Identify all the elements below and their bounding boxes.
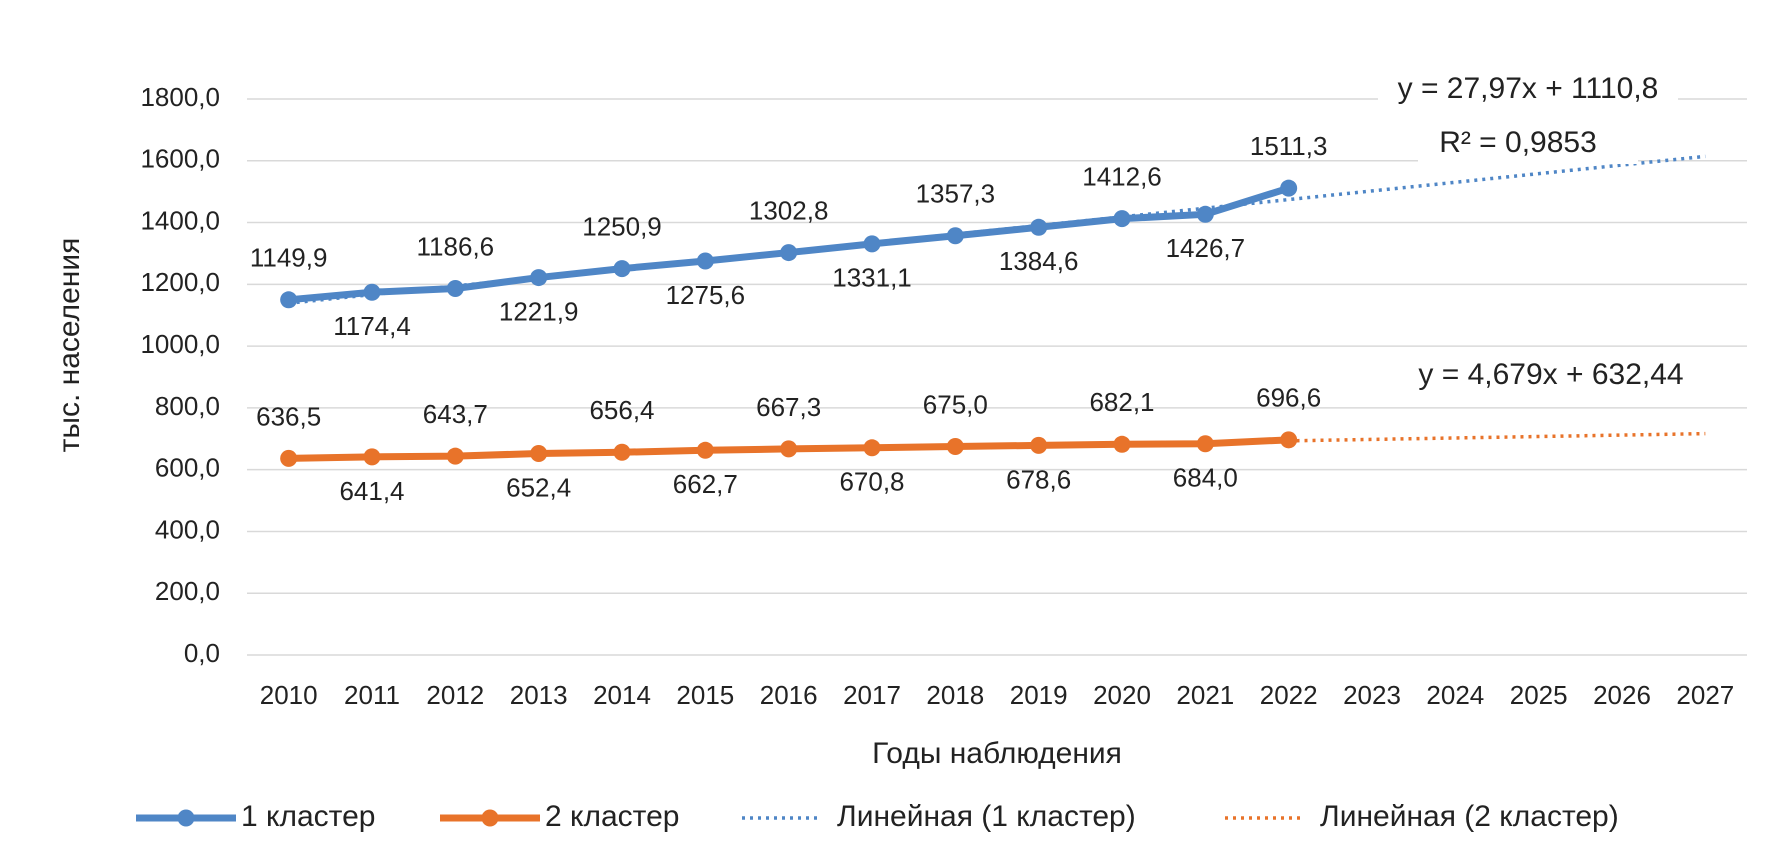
marker <box>1196 435 1214 453</box>
marker <box>613 443 631 461</box>
y-tick-label: 1000,0 <box>140 329 220 359</box>
marker <box>280 449 298 467</box>
x-tick-label: 2014 <box>593 680 651 710</box>
legend-label: Линейная (2 кластер) <box>1320 800 1619 833</box>
marker <box>363 448 381 466</box>
data-label: 1426,7 <box>1166 233 1246 263</box>
data-label: 1384,6 <box>999 246 1079 276</box>
data-label: 1174,4 <box>333 311 411 341</box>
marker <box>1280 179 1298 197</box>
x-tick-label: 2025 <box>1510 680 1568 710</box>
x-tick-label: 2016 <box>760 680 818 710</box>
x-tick-label: 2027 <box>1676 680 1734 710</box>
x-tick-label: 2012 <box>426 680 484 710</box>
legend-marker <box>481 809 499 827</box>
data-label: 1511,3 <box>1250 131 1328 161</box>
x-tick-label: 2019 <box>1010 680 1068 710</box>
data-label: 682,1 <box>1089 387 1154 417</box>
labels: 1149,9 1174,4 1186,6 1221,9 1250,9 1275,6 1302… <box>250 131 1328 506</box>
data-label: 1221,9 <box>499 296 579 326</box>
marker <box>1113 435 1131 453</box>
x-tick-label: 2023 <box>1343 680 1401 710</box>
data-label: 641,4 <box>339 476 404 506</box>
x-tick-label: 2015 <box>676 680 734 710</box>
y-tick-label: 1600,0 <box>140 144 220 174</box>
marker <box>530 444 548 462</box>
marker <box>863 439 881 457</box>
marker <box>1113 210 1131 228</box>
data-label: 670,8 <box>839 467 904 497</box>
legend-label: 1 кластер <box>241 800 375 833</box>
marker <box>780 244 798 262</box>
data-label: 652,4 <box>506 472 571 502</box>
marker <box>446 279 464 297</box>
data-label: 1186,6 <box>417 231 495 261</box>
r-squared: R² = 0,9853 <box>1439 126 1597 159</box>
x-axis-title: Годы наблюдения <box>872 737 1122 770</box>
data-label: 1331,1 <box>832 263 912 293</box>
marker <box>446 447 464 465</box>
data-label: 662,7 <box>673 469 738 499</box>
x-tick-label: 2018 <box>926 680 984 710</box>
data-label: 636,5 <box>256 401 321 431</box>
y-tick-label: 800,0 <box>155 391 220 421</box>
y-tick-label: 600,0 <box>155 453 220 483</box>
legend-marker <box>177 809 195 827</box>
data-label: 1250,9 <box>582 211 662 241</box>
y-tick-label: 200,0 <box>155 576 220 606</box>
y-tick-label: 0,0 <box>184 638 220 668</box>
legend-label: Линейная (1 кластер) <box>837 800 1136 833</box>
data-label: 1149,9 <box>250 243 328 273</box>
marker <box>863 235 881 253</box>
equation-bg <box>1401 356 1701 396</box>
x-tick-label: 2026 <box>1593 680 1651 710</box>
x-tick-label: 2013 <box>510 680 568 710</box>
data-label: 656,4 <box>589 395 654 425</box>
marker <box>946 438 964 455</box>
y-tick-label: 400,0 <box>155 514 220 544</box>
marker <box>280 291 298 309</box>
x-tick-label: 2021 <box>1176 680 1234 710</box>
x-tick-label: 2022 <box>1260 680 1318 710</box>
x-tick-label: 2024 <box>1426 680 1484 710</box>
data-label: 678,6 <box>1006 464 1071 494</box>
data-label: 1412,6 <box>1082 162 1162 192</box>
legend-label: 2 кластер <box>545 800 679 833</box>
data-label: 1357,3 <box>916 179 996 209</box>
marker <box>780 440 798 458</box>
y-tick-label: 1400,0 <box>140 205 220 235</box>
data-label: 1302,8 <box>749 195 829 225</box>
data-label: 696,6 <box>1256 383 1321 413</box>
data-label: 667,3 <box>756 392 821 422</box>
marker <box>613 260 631 278</box>
marker <box>363 283 381 301</box>
x-tick-label: 2010 <box>260 680 318 710</box>
data-label: 684,0 <box>1173 463 1238 493</box>
x-tick-label: 2020 <box>1093 680 1151 710</box>
marker <box>696 441 714 459</box>
marker <box>1196 205 1214 223</box>
marker <box>696 252 714 270</box>
x-tick-label: 2017 <box>843 680 901 710</box>
marker <box>946 227 964 245</box>
trend-equation: y = 4,679x + 632,44 <box>1418 358 1683 391</box>
y-axis-title: тыс. населения <box>53 238 86 453</box>
data-label: 643,7 <box>423 399 488 429</box>
marker <box>1280 431 1298 449</box>
marker <box>1030 218 1048 236</box>
y-tick-label: 1200,0 <box>140 267 220 297</box>
marker <box>1030 436 1048 454</box>
data-label: 675,0 <box>923 389 988 419</box>
equation-bg <box>1418 124 1638 164</box>
data-label: 1275,6 <box>666 280 746 310</box>
x-tick-label: 2011 <box>344 680 400 710</box>
equation-bg <box>1378 70 1678 110</box>
marker <box>530 269 548 287</box>
lines <box>280 179 1298 467</box>
y-tick-label: 1800,0 <box>140 82 220 112</box>
trend-equation: y = 27,97x + 1110,8 <box>1398 72 1659 105</box>
